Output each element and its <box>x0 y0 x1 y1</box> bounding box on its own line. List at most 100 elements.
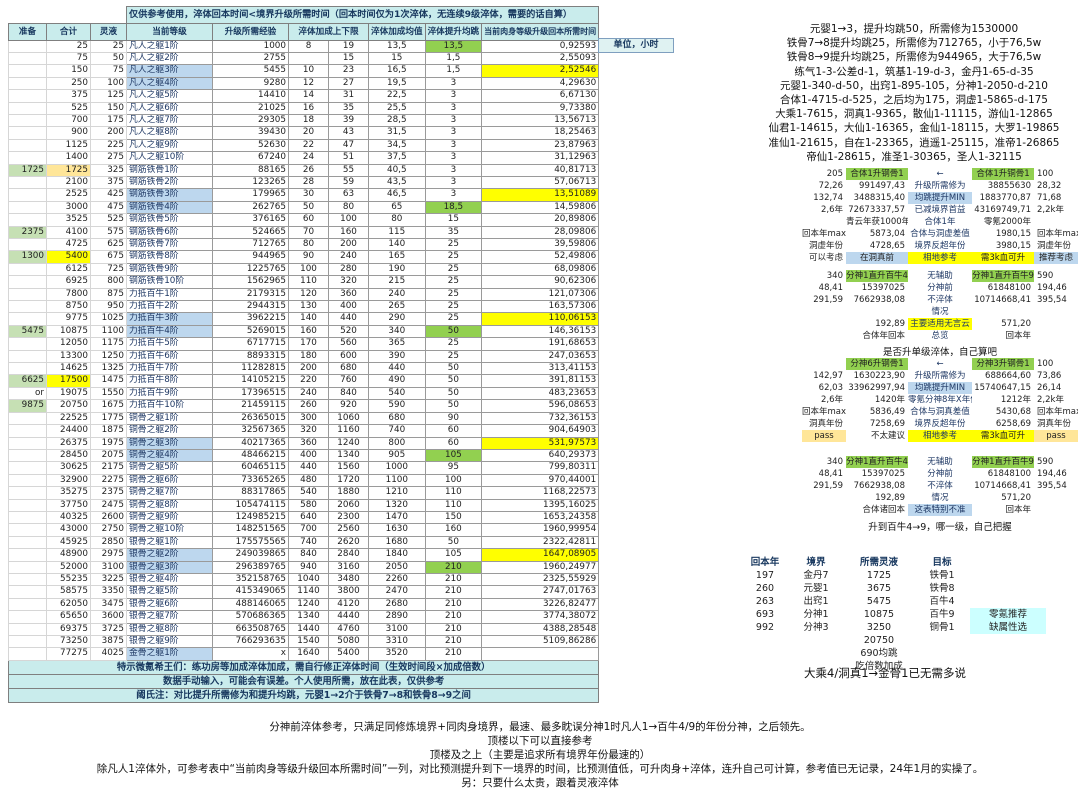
cell-prep[interactable] <box>8 585 47 599</box>
cell-prep[interactable] <box>8 510 47 525</box>
block-cell[interactable]: 2,2k年 <box>1037 395 1064 405</box>
cell-liquid[interactable]: 575 <box>90 225 127 240</box>
cell-time[interactable]: 970,44001 <box>481 473 600 488</box>
cell-low[interactable]: 260 <box>288 399 329 413</box>
cell-liquid[interactable]: 1550 <box>90 386 127 401</box>
target-cell[interactable]: 20750 <box>863 635 895 646</box>
cell-level[interactable]: 力抵百牛7阶 <box>126 362 213 376</box>
cell-level[interactable]: 银骨之躯1阶 <box>126 535 213 550</box>
block-cell[interactable]: 回本年max <box>802 229 846 239</box>
cell-prep[interactable] <box>8 138 47 153</box>
cell-total[interactable]: 2100 <box>46 175 91 190</box>
cell-time[interactable]: 4,29630 <box>481 76 600 91</box>
cell-prep[interactable]: 6625 <box>8 374 47 388</box>
target-cell[interactable]: 197 <box>755 570 775 581</box>
cell-time[interactable]: 2325,55929 <box>481 572 600 587</box>
block-cell[interactable]: 7662938,08 <box>853 295 905 305</box>
cell-exp[interactable]: 570686365 <box>212 610 289 624</box>
cell-exp[interactable]: 5455 <box>212 64 289 78</box>
block-cell[interactable]: 分神3升钢骨1 <box>972 358 1034 370</box>
block-cell[interactable]: 28,32 <box>1037 181 1062 191</box>
cell-time[interactable]: 68,09806 <box>481 262 600 277</box>
block-cell[interactable]: 不太建议 <box>870 431 905 441</box>
cell-total[interactable]: 40325 <box>46 510 91 525</box>
cell-prep[interactable] <box>8 151 47 165</box>
cell-liquid[interactable]: 275 <box>90 151 127 165</box>
block-cell[interactable] <box>802 318 846 330</box>
target-cell[interactable] <box>970 647 1046 660</box>
cell-low[interactable]: 22 <box>288 138 329 153</box>
block-cell[interactable]: 洞虚年份 <box>1037 241 1072 251</box>
block-cell[interactable] <box>972 306 1034 318</box>
cell-high[interactable]: 360 <box>328 287 369 302</box>
cell-time[interactable]: 0,92593 <box>481 39 600 53</box>
block-cell[interactable]: 10714668,41 <box>974 481 1031 491</box>
cell-high[interactable]: 1340 <box>328 448 369 463</box>
cell-level[interactable]: 力抵百牛2阶 <box>126 300 213 314</box>
cell-jump[interactable]: 3 <box>424 188 483 202</box>
cell-liquid[interactable]: 1325 <box>90 362 127 376</box>
cell-total[interactable]: 4100 <box>46 225 91 240</box>
cell-liquid[interactable]: 2275 <box>90 473 127 488</box>
block-cell[interactable]: 无辅助 <box>927 271 953 281</box>
block-cell[interactable]: 升级所需修为 <box>914 371 966 381</box>
cell-liquid[interactable]: 950 <box>90 300 127 314</box>
block-cell[interactable]: 100 <box>1037 169 1054 179</box>
block-cell[interactable]: 1883770,87 <box>979 193 1031 203</box>
cell-high[interactable]: 520 <box>328 324 369 339</box>
cell-exp[interactable]: 179965 <box>212 188 289 202</box>
block-cell[interactable]: 合体诸回本 <box>862 505 905 515</box>
cell-high[interactable]: 840 <box>328 386 369 401</box>
cell-high[interactable]: 80 <box>328 200 369 215</box>
cell-mean[interactable]: 3310 <box>368 634 426 649</box>
block-cell[interactable] <box>846 306 908 318</box>
cell-jump[interactable]: 50 <box>424 374 483 388</box>
cell-mean[interactable]: 680 <box>368 411 426 426</box>
cell-liquid[interactable]: 3350 <box>90 585 127 599</box>
cell-mean[interactable]: 43,5 <box>368 175 426 190</box>
cell-total[interactable]: 525 <box>46 101 91 115</box>
cell-exp[interactable]: 352158765 <box>212 572 289 587</box>
cell-low[interactable]: 700 <box>288 523 329 537</box>
target-cell[interactable]: 3250 <box>866 622 892 633</box>
cell-prep[interactable] <box>8 237 47 252</box>
cell-low[interactable]: 1340 <box>288 610 329 624</box>
cell-liquid[interactable]: 125 <box>90 89 127 103</box>
cell-high[interactable]: 59 <box>328 175 369 190</box>
cell-mean[interactable]: 2890 <box>368 610 426 624</box>
target-cell[interactable]: 吃倍数加成 <box>855 661 903 672</box>
cell-low[interactable]: 30 <box>288 188 329 202</box>
cell-liquid[interactable]: 625 <box>90 237 127 252</box>
cell-mean[interactable]: 265 <box>368 300 426 314</box>
cell-jump[interactable]: 60 <box>424 436 483 450</box>
cell-prep[interactable] <box>8 76 47 91</box>
cell-jump[interactable]: 50 <box>424 324 483 339</box>
cell-mean[interactable]: 1630 <box>368 523 426 537</box>
block-cell[interactable]: 回本年max <box>1037 229 1078 239</box>
cell-exp[interactable]: 663508765 <box>212 622 289 637</box>
cell-mean[interactable]: 25,5 <box>368 101 426 115</box>
block-cell[interactable]: pass <box>802 430 846 442</box>
cell-jump[interactable]: 3 <box>424 113 483 128</box>
cell-total[interactable]: 30625 <box>46 461 91 475</box>
cell-jump[interactable]: 105 <box>424 548 483 562</box>
cell-prep[interactable] <box>8 560 47 574</box>
cell-jump[interactable]: 95 <box>424 461 483 475</box>
cell-jump[interactable]: 25 <box>424 287 483 302</box>
cell-liquid[interactable]: 175 <box>90 113 127 128</box>
cell-level[interactable]: 钢筋铁骨3阶 <box>126 188 213 202</box>
cell-prep[interactable]: 1300 <box>8 250 47 264</box>
block-cell[interactable]: 205 <box>826 169 843 179</box>
cell-liquid[interactable]: 1025 <box>90 312 127 326</box>
block-cell[interactable] <box>802 358 846 370</box>
cell-level[interactable]: 钢筋铁骨5阶 <box>126 213 213 227</box>
target-cell[interactable]: 分神3 <box>803 622 829 633</box>
target-cell[interactable]: 10875 <box>863 609 895 620</box>
cell-liquid[interactable]: 1975 <box>90 436 127 450</box>
cell-prep[interactable] <box>8 275 47 289</box>
block-cell[interactable]: 48,41 <box>818 469 843 479</box>
block-cell[interactable]: 主要适用无言云 <box>908 318 972 330</box>
cell-mean[interactable]: 3100 <box>368 622 426 637</box>
cell-low[interactable]: 70 <box>288 225 329 240</box>
block-cell[interactable]: 已减境界首益 <box>914 205 966 215</box>
